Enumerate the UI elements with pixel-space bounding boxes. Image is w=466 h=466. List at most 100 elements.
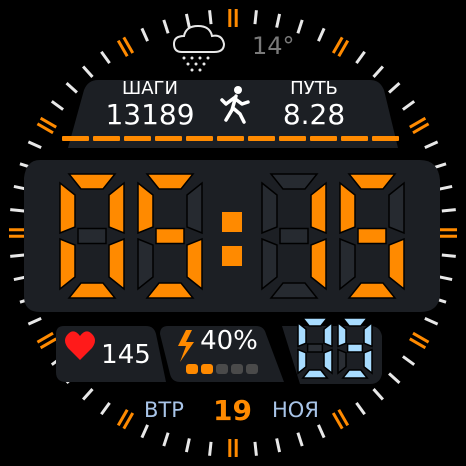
digit-segment bbox=[297, 321, 307, 348]
digit bbox=[59, 173, 125, 299]
minor-tick bbox=[10, 208, 25, 213]
digit-segment bbox=[347, 173, 397, 190]
minor-tick bbox=[27, 317, 42, 326]
minor-tick bbox=[50, 100, 64, 111]
digit-segment bbox=[339, 181, 356, 235]
minor-tick bbox=[65, 82, 78, 94]
battery-cell bbox=[201, 364, 213, 374]
minor-tick bbox=[438, 275, 453, 282]
digit-segment bbox=[137, 181, 154, 235]
progress-segment bbox=[186, 136, 213, 141]
digit-segment bbox=[341, 317, 369, 327]
digit bbox=[339, 173, 405, 299]
minor-tick bbox=[140, 27, 149, 42]
digit-segment bbox=[346, 343, 364, 353]
digit bbox=[297, 317, 333, 379]
minor-tick bbox=[355, 402, 366, 416]
date-day: 19 bbox=[213, 394, 252, 427]
progress-segment bbox=[372, 136, 399, 141]
minor-tick bbox=[208, 441, 213, 456]
minor-tick bbox=[100, 50, 111, 64]
minor-tick bbox=[140, 424, 149, 439]
digit bbox=[137, 173, 203, 299]
digit-segment bbox=[261, 237, 278, 291]
minor-tick bbox=[355, 50, 366, 64]
digit-segment bbox=[186, 181, 203, 235]
major-tick bbox=[39, 116, 57, 129]
major-tick bbox=[331, 36, 344, 54]
minor-tick bbox=[253, 10, 258, 25]
minor-tick bbox=[184, 13, 191, 28]
minor-tick bbox=[402, 355, 416, 366]
digit-segment bbox=[306, 343, 324, 353]
digit-segment bbox=[297, 348, 307, 375]
time-panel bbox=[24, 160, 440, 312]
minor-tick bbox=[162, 19, 170, 34]
minor-tick bbox=[296, 19, 304, 34]
steps-value: 13189 bbox=[105, 98, 195, 131]
digit-segment bbox=[279, 227, 309, 245]
minor-tick bbox=[438, 184, 453, 191]
minor-tick bbox=[424, 140, 439, 149]
battery-cell bbox=[231, 364, 243, 374]
distance-value: 8.28 bbox=[282, 98, 346, 131]
digit-segment bbox=[323, 348, 333, 375]
date-month: НОЯ bbox=[272, 398, 319, 422]
minor-tick bbox=[275, 13, 282, 28]
digit-segment bbox=[363, 321, 373, 348]
time-colon-dot bbox=[222, 246, 242, 266]
digit-segment bbox=[269, 173, 319, 190]
digit bbox=[337, 317, 373, 379]
digit-segment bbox=[137, 237, 154, 291]
digit-segment bbox=[301, 317, 329, 327]
minor-tick bbox=[372, 65, 384, 78]
minor-tick bbox=[10, 253, 25, 258]
major-tick bbox=[331, 412, 344, 430]
minor-tick bbox=[253, 441, 258, 456]
battery-percent: 40% bbox=[200, 326, 258, 356]
progress-segment bbox=[62, 136, 89, 141]
major-tick bbox=[122, 36, 135, 54]
progress-segment bbox=[124, 136, 151, 141]
digit-segment bbox=[269, 282, 319, 299]
progress-segment bbox=[341, 136, 368, 141]
progress-segment bbox=[310, 136, 337, 141]
progress-segment bbox=[217, 136, 244, 141]
digit-segment bbox=[77, 227, 107, 245]
time-colon-dot bbox=[222, 212, 242, 232]
digit-segment bbox=[59, 237, 76, 291]
digit-segment bbox=[323, 321, 333, 348]
major-tick bbox=[122, 412, 135, 430]
minor-tick bbox=[208, 10, 213, 25]
heart-rate-value: 145 bbox=[101, 340, 151, 370]
digit-segment bbox=[145, 282, 195, 299]
minor-tick bbox=[27, 140, 42, 149]
minor-tick bbox=[162, 432, 170, 447]
digit-segment bbox=[388, 237, 405, 291]
digit-segment bbox=[108, 237, 125, 291]
battery-cell bbox=[246, 364, 258, 374]
major-tick bbox=[409, 337, 427, 350]
minor-tick bbox=[372, 388, 384, 401]
battery-cell bbox=[216, 364, 228, 374]
major-tick bbox=[39, 337, 57, 350]
minor-tick bbox=[388, 82, 401, 94]
digit-segment bbox=[108, 181, 125, 235]
major-tick bbox=[116, 39, 129, 57]
major-tick bbox=[337, 409, 350, 427]
battery-cell bbox=[186, 364, 198, 374]
digit-segment bbox=[67, 173, 117, 190]
digit-segment bbox=[347, 282, 397, 299]
major-tick bbox=[412, 122, 430, 135]
minor-tick bbox=[82, 388, 94, 401]
minor-tick bbox=[296, 432, 304, 447]
minor-tick bbox=[184, 438, 191, 453]
